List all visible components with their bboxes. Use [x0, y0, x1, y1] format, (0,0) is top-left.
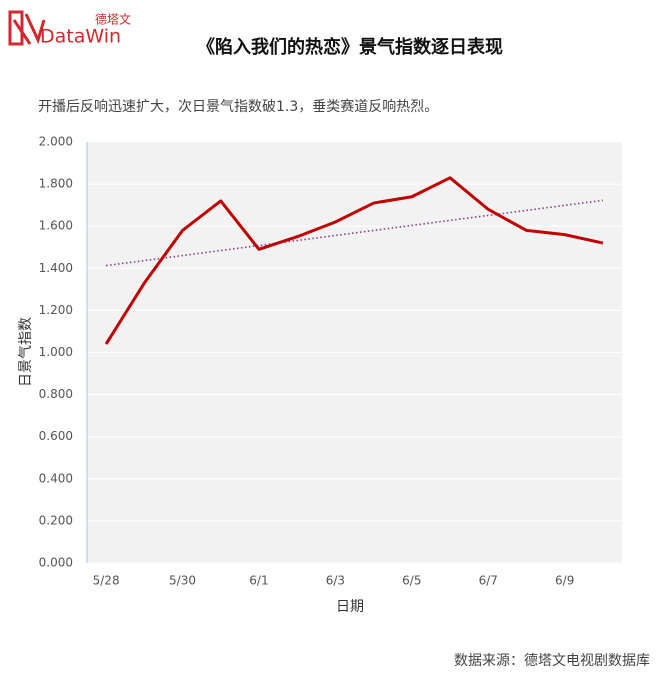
y-tick-label: 2.000	[39, 135, 73, 149]
y-tick-label: 0.600	[39, 429, 73, 443]
chart-title: 《陷入我们的热恋》景气指数逐日表现	[197, 36, 503, 58]
x-tick-label: 5/28	[93, 574, 120, 588]
y-tick-label: 0.200	[39, 513, 73, 527]
logo-cn: 德塔文	[95, 12, 131, 27]
x-tick-label: 5/30	[169, 574, 196, 588]
y-tick-label: 1.600	[39, 219, 73, 233]
logo-brand: DataWin	[40, 26, 121, 48]
x-tick-label: 6/1	[249, 574, 268, 588]
chart-subtitle: 开播后反响迅速扩大，次日景气指数破1.3，垂类赛道反响热烈。	[38, 99, 438, 115]
y-tick-label: 1.000	[39, 345, 73, 359]
y-tick-label: 1.400	[39, 261, 73, 275]
logo-icon	[8, 10, 46, 46]
y-tick-label: 0.400	[39, 471, 73, 485]
x-axis-label: 日期	[336, 599, 364, 615]
x-tick-label: 6/5	[402, 574, 421, 588]
y-tick-label: 1.200	[39, 303, 73, 317]
source: 数据来源：德塔文电视剧数据库	[454, 653, 650, 669]
y-axis-label: 日景气指数	[18, 317, 34, 387]
y-tick-label: 1.800	[39, 177, 73, 191]
x-tick-label: 6/7	[479, 574, 498, 588]
y-tick-label: 0.000	[39, 556, 73, 570]
x-tick-label: 6/9	[555, 574, 574, 588]
logo: 德塔文 DataWin	[8, 10, 131, 48]
y-tick-label: 0.800	[39, 387, 73, 401]
x-tick-label: 6/3	[326, 574, 345, 588]
data-line	[104, 176, 604, 345]
